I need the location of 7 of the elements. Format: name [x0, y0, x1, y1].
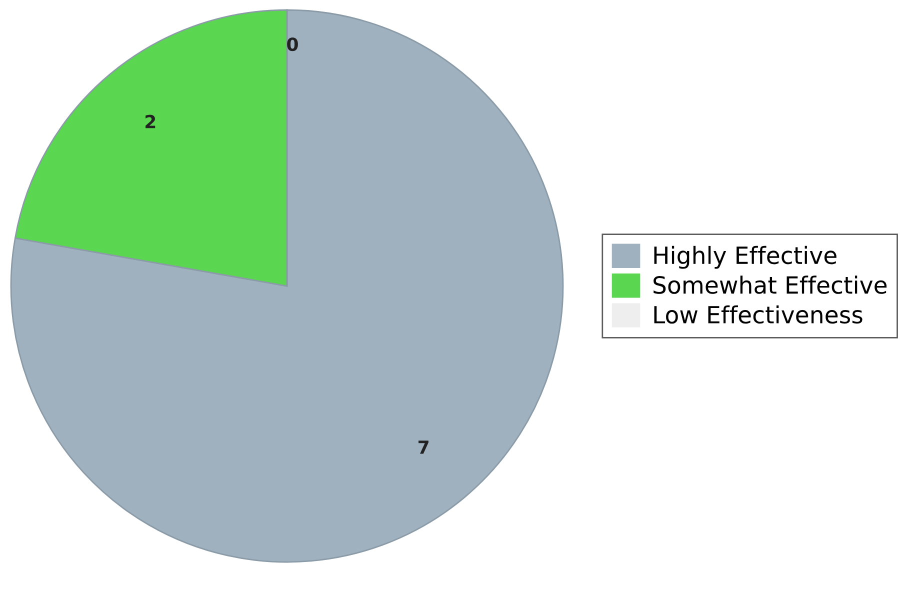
legend-label: Somewhat Effective	[654, 276, 887, 294]
data-label: 7	[418, 440, 428, 454]
data-label: 2	[146, 114, 156, 128]
legend-label: Highly Effective	[654, 246, 836, 269]
legend-label: Low Effectiveness	[654, 305, 862, 324]
text: 0	[287, 37, 298, 52]
pie-slice	[10, 9, 564, 563]
